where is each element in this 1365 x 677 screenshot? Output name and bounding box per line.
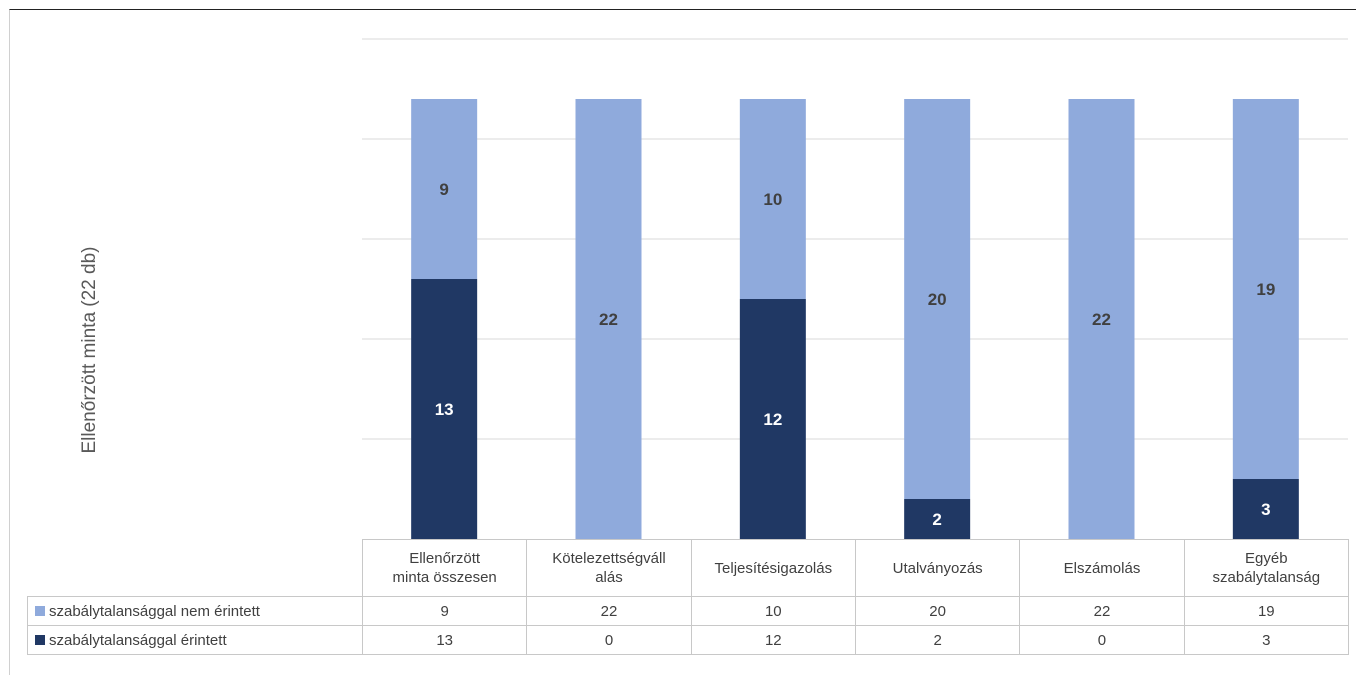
bar-value-label: 10 (763, 190, 782, 209)
bar-segment-affected (1232, 479, 1299, 539)
table-value: 0 (526, 625, 692, 655)
legend-label: szabálytalansággal érintett (49, 631, 227, 649)
data-table: Ellenőrzött minta összesen Kötelezettségvá… (27, 539, 1349, 655)
table-row: szabálytalansággal nem érintett 9 22 10 20 22… (27, 596, 1349, 626)
table-corner (28, 540, 363, 597)
y-axis-label: Ellenőrzött minta (22 db) (79, 246, 100, 454)
bar-segment-affected (904, 499, 971, 539)
category-label: Elszámolás (1019, 539, 1185, 597)
bar-segment-not-affected (411, 99, 478, 279)
bar-value-label: 19 (1256, 280, 1275, 299)
table-value: 22 (1019, 596, 1185, 626)
bar-value-label: 20 (928, 290, 947, 309)
table-value: 20 (854, 596, 1021, 626)
bar-segment-not-affected (1068, 99, 1135, 539)
bar-value-label: 3 (1261, 500, 1270, 519)
category-label: Utalványozás (854, 539, 1021, 597)
bar-value-label: 22 (1092, 310, 1111, 329)
category-label: Kötelezettségváll alás (526, 539, 692, 597)
bar-value-label: 9 (439, 180, 448, 199)
bar-segment-not-affected (739, 99, 806, 299)
table-row: szabálytalansággal érintett 13 0 12 2 0 3 (27, 625, 1349, 655)
table-value: 12 (690, 625, 856, 655)
bar-value-label: 22 (599, 310, 618, 329)
table-value: 9 (361, 596, 528, 626)
category-label: Ellenőrzött minta összesen (361, 539, 528, 597)
bar-segment-not-affected (575, 99, 642, 539)
bar-value-label: 12 (763, 410, 782, 429)
table-value: 0 (1019, 625, 1185, 655)
category-label: Teljesítésigazolás (690, 539, 856, 597)
table-value: 19 (1183, 596, 1349, 626)
table-value: 22 (526, 596, 692, 626)
bar-segment-not-affected (904, 99, 971, 499)
bar-segment-not-affected (1232, 99, 1299, 479)
legend-entry: szabálytalansággal nem érintett (27, 596, 363, 626)
legend-label: szabálytalansággal nem érintett (49, 602, 260, 620)
bar-segment-affected (739, 299, 806, 539)
legend-entry: szabálytalansággal érintett (27, 625, 363, 655)
chart-frame (9, 9, 1356, 675)
table-value: 2 (854, 625, 1021, 655)
bar-value-label: 13 (435, 400, 454, 419)
bar-value-label: 2 (932, 510, 941, 529)
table-value: 10 (690, 596, 856, 626)
bar-segment-affected (411, 279, 478, 539)
table-value: 13 (361, 625, 528, 655)
category-label: Egyéb szabálytalanság (1183, 539, 1349, 597)
legend-swatch (35, 605, 45, 616)
legend-swatch (35, 634, 45, 645)
table-value: 3 (1183, 625, 1349, 655)
